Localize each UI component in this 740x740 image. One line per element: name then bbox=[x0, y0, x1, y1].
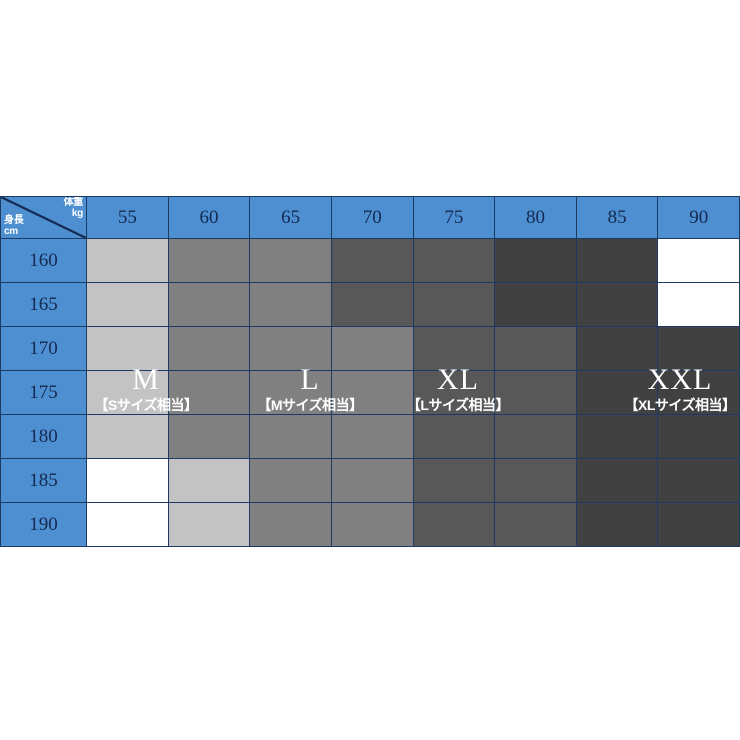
cell-190-85 bbox=[575, 502, 659, 547]
cell-185-65 bbox=[249, 458, 332, 503]
cell-160-65 bbox=[249, 238, 332, 283]
cell-160-55 bbox=[86, 238, 169, 283]
table-row: 170 bbox=[0, 326, 740, 371]
row-header-165: 165 bbox=[0, 282, 87, 327]
row-header-160: 160 bbox=[0, 238, 87, 283]
size-chart: 体重 kg 身長 cm 55 60 65 70 75 80 85 90 bbox=[0, 196, 740, 547]
table-row: 160 bbox=[0, 238, 740, 283]
height-axis-text: 身長 bbox=[4, 215, 24, 226]
cell-180-60 bbox=[167, 414, 251, 459]
row-header-175: 175 bbox=[0, 370, 87, 415]
cell-160-60 bbox=[167, 238, 251, 283]
cell-160-75 bbox=[412, 238, 496, 283]
height-axis-label: 身長 cm bbox=[4, 215, 24, 237]
weight-axis-unit: kg bbox=[71, 207, 83, 219]
cell-190-80 bbox=[494, 502, 577, 547]
cell-170-65 bbox=[249, 326, 332, 371]
col-header-90: 90 bbox=[657, 196, 740, 239]
weight-axis-label: 体重 kg bbox=[63, 197, 84, 219]
cell-180-75 bbox=[412, 414, 496, 459]
cell-165-70 bbox=[330, 282, 414, 327]
table-row: 190 bbox=[0, 502, 740, 547]
cell-160-90 bbox=[657, 238, 740, 283]
cell-170-80 bbox=[494, 326, 577, 371]
cell-185-90 bbox=[657, 458, 740, 503]
table-body: 160 165 17 bbox=[0, 238, 740, 547]
col-header-70: 70 bbox=[330, 196, 414, 239]
cell-185-85 bbox=[575, 458, 659, 503]
cell-175-70 bbox=[330, 370, 414, 415]
cell-185-70 bbox=[330, 458, 414, 503]
cell-190-75 bbox=[412, 502, 496, 547]
cell-165-55 bbox=[86, 282, 169, 327]
axis-corner-cell: 体重 kg 身長 cm bbox=[0, 196, 87, 239]
cell-160-85 bbox=[575, 238, 659, 283]
cell-165-90 bbox=[657, 282, 740, 327]
row-header-190: 190 bbox=[0, 502, 87, 547]
col-header-85: 85 bbox=[575, 196, 659, 239]
diagonal-divider-icon bbox=[1, 197, 86, 238]
header-row: 体重 kg 身長 cm 55 60 65 70 75 80 85 90 bbox=[0, 196, 740, 239]
cell-170-60 bbox=[167, 326, 251, 371]
cell-170-55 bbox=[86, 326, 169, 371]
cell-175-55 bbox=[86, 370, 169, 415]
cell-160-70 bbox=[330, 238, 414, 283]
cell-175-80 bbox=[494, 370, 577, 415]
size-chart-table: 体重 kg 身長 cm 55 60 65 70 75 80 85 90 bbox=[0, 196, 740, 547]
col-header-80: 80 bbox=[494, 196, 577, 239]
cell-165-85 bbox=[575, 282, 659, 327]
cell-185-80 bbox=[494, 458, 577, 503]
cell-175-60 bbox=[167, 370, 251, 415]
cell-175-85 bbox=[575, 370, 659, 415]
table-row: 165 bbox=[0, 282, 740, 327]
cell-165-60 bbox=[167, 282, 251, 327]
table-row: 185 bbox=[0, 458, 740, 503]
table-head: 体重 kg 身長 cm 55 60 65 70 75 80 85 90 bbox=[0, 196, 740, 239]
cell-180-80 bbox=[494, 414, 577, 459]
cell-175-90 bbox=[657, 370, 740, 415]
col-header-65: 65 bbox=[249, 196, 332, 239]
cell-180-55 bbox=[86, 414, 169, 459]
col-header-60: 60 bbox=[167, 196, 251, 239]
cell-160-80 bbox=[494, 238, 577, 283]
cell-185-60 bbox=[167, 458, 251, 503]
cell-165-65 bbox=[249, 282, 332, 327]
cell-190-70 bbox=[330, 502, 414, 547]
cell-170-75 bbox=[412, 326, 496, 371]
row-header-170: 170 bbox=[0, 326, 87, 371]
cell-190-65 bbox=[249, 502, 332, 547]
cell-190-90 bbox=[657, 502, 740, 547]
weight-axis-text: 体重 bbox=[63, 197, 84, 208]
cell-165-80 bbox=[494, 282, 577, 327]
cell-170-70 bbox=[330, 326, 414, 371]
cell-175-65 bbox=[249, 370, 332, 415]
height-axis-unit: cm bbox=[4, 225, 18, 237]
table-row: 175 bbox=[0, 370, 740, 415]
cell-180-85 bbox=[575, 414, 659, 459]
cell-190-55 bbox=[86, 502, 169, 547]
cell-185-55 bbox=[86, 458, 169, 503]
cell-175-75 bbox=[412, 370, 496, 415]
col-header-55: 55 bbox=[86, 196, 169, 239]
col-header-75: 75 bbox=[412, 196, 496, 239]
cell-180-90 bbox=[657, 414, 740, 459]
row-header-180: 180 bbox=[0, 414, 87, 459]
row-header-185: 185 bbox=[0, 458, 87, 503]
cell-180-65 bbox=[249, 414, 332, 459]
table-row: 180 bbox=[0, 414, 740, 459]
cell-190-60 bbox=[167, 502, 251, 547]
cell-180-70 bbox=[330, 414, 414, 459]
cell-170-90 bbox=[657, 326, 740, 371]
cell-185-75 bbox=[412, 458, 496, 503]
cell-170-85 bbox=[575, 326, 659, 371]
cell-165-75 bbox=[412, 282, 496, 327]
